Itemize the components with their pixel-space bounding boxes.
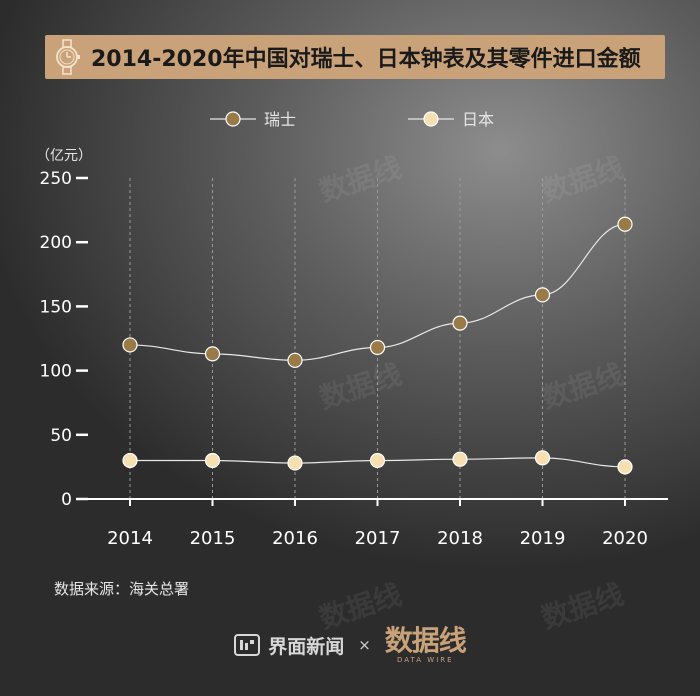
data-point xyxy=(122,337,138,353)
y-tick-label: 200 xyxy=(40,233,72,253)
watch-icon xyxy=(56,39,80,75)
y-tick-label: 100 xyxy=(40,362,72,382)
title-bar: 2014-2020年中国对瑞士、日本钟表及其零件进口金额 xyxy=(45,35,665,79)
data-wire-logo: 数据线 DATA WIRE xyxy=(384,624,467,665)
data-point xyxy=(369,339,386,356)
data-point xyxy=(204,452,221,469)
data-wire-subtitle: DATA WIRE xyxy=(397,656,454,664)
x-tick-label: 2016 xyxy=(272,528,318,549)
data-source: 数据来源：海关总署 xyxy=(54,580,190,598)
line-chart: （亿元） 0 50 100 150 200 250 2014 2015 2016 2017 2018 2… xyxy=(36,110,648,549)
data-wire-name: 数据线 xyxy=(384,624,467,657)
legend-label: 日本 xyxy=(462,110,494,129)
y-tick-label: 150 xyxy=(40,297,72,317)
brand-name: 界面新闻 xyxy=(268,635,345,658)
data-point xyxy=(534,450,551,466)
data-point xyxy=(287,352,303,368)
y-tick-label: 0 xyxy=(61,490,72,510)
x-tick-label: 2017 xyxy=(355,528,401,549)
y-tick-label: 50 xyxy=(50,426,72,446)
x-tick-label: 2014 xyxy=(107,528,153,549)
legend-marker xyxy=(225,111,241,127)
x-tick-label: 2018 xyxy=(437,528,483,549)
jiemian-logo-icon xyxy=(234,634,261,656)
x-tick-label: 2015 xyxy=(190,528,236,549)
data-point xyxy=(534,287,551,303)
times-sign: × xyxy=(358,636,371,654)
data-point xyxy=(617,459,633,475)
y-tick-label: 250 xyxy=(40,169,72,189)
x-tick-label: 2019 xyxy=(520,528,566,549)
legend-marker xyxy=(423,111,439,127)
data-point xyxy=(452,315,468,331)
data-point xyxy=(204,346,221,362)
legend-label: 瑞士 xyxy=(264,110,296,129)
chart-title: 2014-2020年中国对瑞士、日本钟表及其零件进口金额 xyxy=(91,47,641,72)
data-point xyxy=(369,452,386,469)
footer: 界面新闻 × 数据线 DATA WIRE xyxy=(0,620,700,670)
y-axis-label: （亿元） xyxy=(36,148,92,164)
data-point xyxy=(122,452,138,469)
data-point xyxy=(452,451,468,467)
data-point xyxy=(287,455,303,471)
x-tick-label: 2020 xyxy=(602,528,648,549)
data-point xyxy=(617,216,633,232)
